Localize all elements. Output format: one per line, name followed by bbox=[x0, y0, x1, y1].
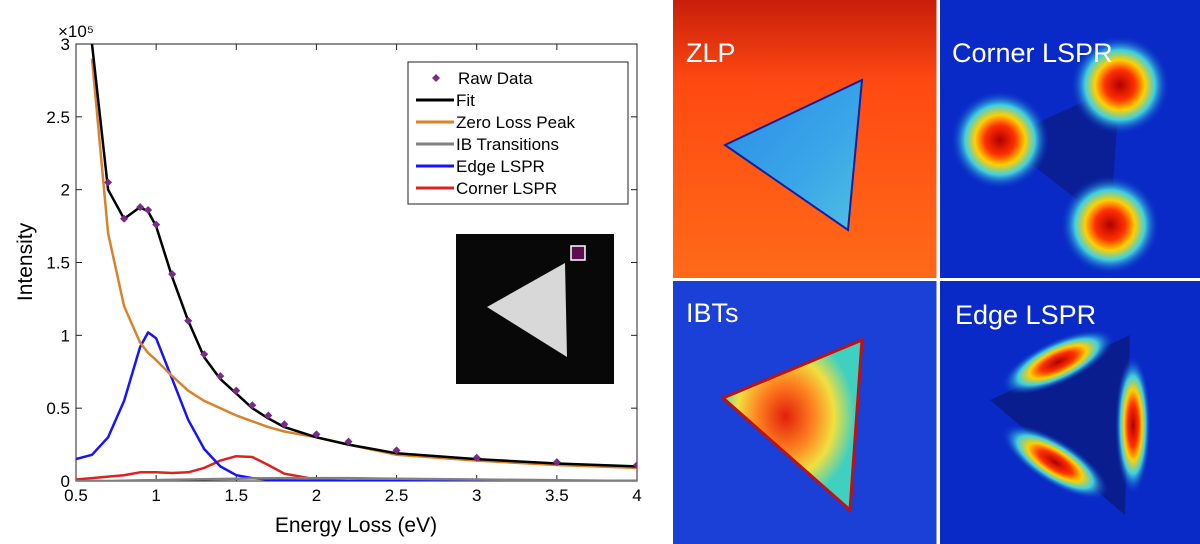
data-point bbox=[248, 401, 256, 409]
x-tick-label: 2.5 bbox=[385, 486, 409, 505]
y-tick-label: 1 bbox=[61, 326, 70, 345]
y-tick-label: 0.5 bbox=[46, 399, 70, 418]
y-tick-label: 2 bbox=[61, 181, 70, 200]
legend-label: Fit bbox=[456, 91, 475, 110]
legend-label: IB Transitions bbox=[456, 135, 559, 154]
x-tick-label: 3 bbox=[472, 486, 481, 505]
map-label: Corner LSPR bbox=[952, 38, 1113, 68]
y-tick-label: 2.5 bbox=[46, 108, 70, 127]
x-tick-label: 1 bbox=[151, 486, 160, 505]
x-axis-label: Energy Loss (eV) bbox=[275, 514, 437, 537]
map-label: Edge LSPR bbox=[955, 300, 1096, 330]
data-point bbox=[264, 411, 272, 419]
y-axis-label: Intensity bbox=[14, 222, 37, 301]
legend-label: Corner LSPR bbox=[456, 179, 557, 198]
page: {"chart_data": {"type": "line", "x_label… bbox=[0, 0, 1200, 544]
map-label: IBTs bbox=[686, 298, 739, 328]
data-point bbox=[232, 387, 240, 395]
legend-label: Raw Data bbox=[458, 69, 533, 88]
x-tick-label: 4 bbox=[632, 486, 641, 505]
y-tick-label: 3 bbox=[61, 35, 70, 54]
data-point bbox=[104, 178, 112, 186]
x-tick-label: 1.5 bbox=[224, 486, 248, 505]
x-tick-label: 0.5 bbox=[64, 486, 88, 505]
map-label: ZLP bbox=[686, 38, 736, 68]
x-tick-label: 2 bbox=[312, 486, 321, 505]
x-tick-label: 3.5 bbox=[545, 486, 569, 505]
data-point bbox=[144, 206, 152, 214]
figure: ×10⁵ Energy Loss (eV) Intensity ZLP Corn… bbox=[0, 0, 1200, 544]
y-tick-label: 1.5 bbox=[46, 254, 70, 273]
data-point bbox=[184, 317, 192, 325]
legend-label: Edge LSPR bbox=[456, 157, 545, 176]
legend-label: Zero Loss Peak bbox=[456, 113, 576, 132]
inset-image bbox=[456, 234, 614, 384]
